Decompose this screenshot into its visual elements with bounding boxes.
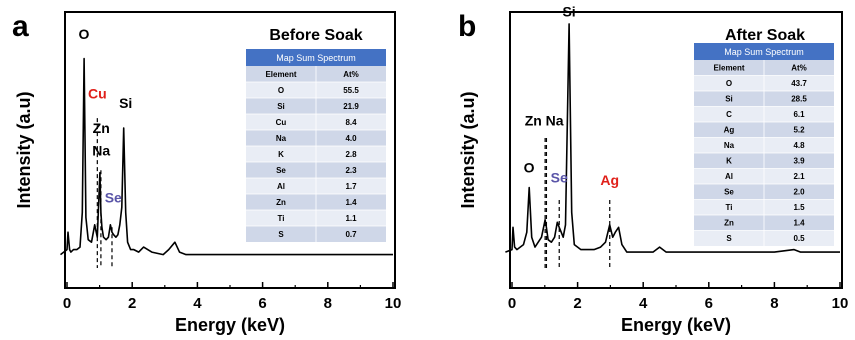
panel-a: a 0 2 4 6 8 10 Energy (keV) Intensity (a.u) O Cu Si…	[12, 10, 401, 335]
table-cell-value: 0.7	[345, 230, 357, 239]
x-tick-label: 6	[258, 295, 266, 312]
table-cell-element: Ag	[724, 126, 735, 135]
table-cell-element: Al	[277, 182, 285, 191]
table-cell-element: S	[726, 234, 732, 243]
x-tick-label: 10	[832, 295, 849, 312]
table-cell-element: Ti	[278, 214, 285, 223]
table-cell-value: 2.8	[345, 150, 357, 159]
x-tick-label: 6	[705, 295, 713, 312]
x-tick-label: 4	[193, 295, 202, 312]
table-cell-value: 4.0	[345, 134, 357, 143]
table-cell-value: 43.7	[791, 79, 807, 88]
panel-letter: b	[458, 10, 476, 43]
table-cell-element: Na	[276, 134, 287, 143]
spectrum-line	[505, 23, 840, 253]
table-cell-value: 1.4	[345, 198, 357, 207]
table-cell-element: Se	[724, 188, 734, 197]
peak-label: Si	[562, 3, 575, 19]
x-tick-label: 2	[573, 295, 581, 312]
table-cell-value: 28.5	[791, 95, 807, 104]
table-cell-element: Cu	[276, 118, 287, 127]
table-header-text: Map Sum Spectrum	[276, 53, 356, 63]
peak-label: Zn	[93, 120, 110, 136]
x-tick-label: 4	[639, 295, 648, 312]
table-cell-value: 55.5	[343, 86, 359, 95]
table-header-bg	[246, 49, 386, 66]
peak-label: Na	[92, 142, 110, 158]
table-cell-element: Si	[725, 95, 733, 104]
y-axis-title: Intensity (a.u)	[14, 91, 34, 208]
table-column-header: Element	[265, 70, 296, 79]
x-tick-label: 10	[385, 295, 402, 312]
table-cell-element: Zn	[724, 219, 734, 228]
table-cell-element: Se	[276, 166, 286, 175]
table-cell-element: O	[278, 86, 284, 95]
table-cell-value: 1.5	[793, 203, 805, 212]
table-cell-value: 0.5	[793, 234, 805, 243]
peak-label: Se	[105, 189, 122, 205]
table-cell-value: 1.1	[345, 214, 357, 223]
table-cell-value: 1.7	[345, 182, 357, 191]
table-cell-element: Si	[277, 102, 285, 111]
table-cell-value: 21.9	[343, 102, 359, 111]
peak-label: Zn	[525, 113, 542, 129]
table-cell-value: 1.4	[793, 219, 805, 228]
x-axis-title: Energy (keV)	[621, 315, 731, 335]
peak-label: Ag	[600, 172, 619, 188]
table-cell-value: 2.0	[793, 188, 805, 197]
x-tick-label: 8	[324, 295, 332, 312]
peak-label: Si	[119, 95, 132, 111]
table-cell-element: Ti	[726, 203, 733, 212]
table-cell-element: Al	[725, 172, 733, 181]
table-cell-element: Na	[724, 141, 735, 150]
table-cell-element: S	[278, 230, 284, 239]
peak-label: Na	[546, 113, 564, 129]
chart-title: After Soak	[725, 27, 805, 44]
table-cell-value: 4.8	[793, 141, 805, 150]
table-column-header: Element	[713, 64, 744, 73]
table-cell-element: K	[726, 157, 732, 166]
table-cell-element: C	[726, 110, 732, 119]
table-header-bg	[694, 43, 834, 60]
chart-title: Before Soak	[269, 27, 362, 44]
y-axis-title: Intensity (a.u)	[458, 91, 478, 208]
table-cell-element: O	[726, 79, 732, 88]
panel-letter: a	[12, 10, 29, 43]
table-header-text: Map Sum Spectrum	[724, 47, 804, 57]
x-tick-label: 2	[128, 295, 136, 312]
table-cell-value: 2.1	[793, 172, 805, 181]
table-column-header: At%	[343, 70, 359, 79]
x-tick-label: 8	[770, 295, 778, 312]
table-cell-value: 2.3	[345, 166, 357, 175]
x-tick-label: 0	[63, 295, 71, 312]
table-cell-element: K	[278, 150, 284, 159]
peak-label: O	[524, 160, 535, 176]
table-cell-value: 8.4	[345, 118, 357, 127]
table-cell-value: 5.2	[793, 126, 805, 135]
table-cell-value: 6.1	[793, 110, 805, 119]
peak-label: Se	[551, 170, 568, 186]
spectrum-line	[60, 57, 393, 256]
peak-label: Cu	[88, 85, 107, 101]
table-column-header: At%	[791, 64, 807, 73]
table-cell-element: Zn	[276, 198, 286, 207]
table-cell-value: 3.9	[793, 157, 805, 166]
x-axis-title: Energy (keV)	[175, 315, 285, 335]
x-tick-label: 0	[508, 295, 516, 312]
peak-label: O	[79, 26, 90, 42]
